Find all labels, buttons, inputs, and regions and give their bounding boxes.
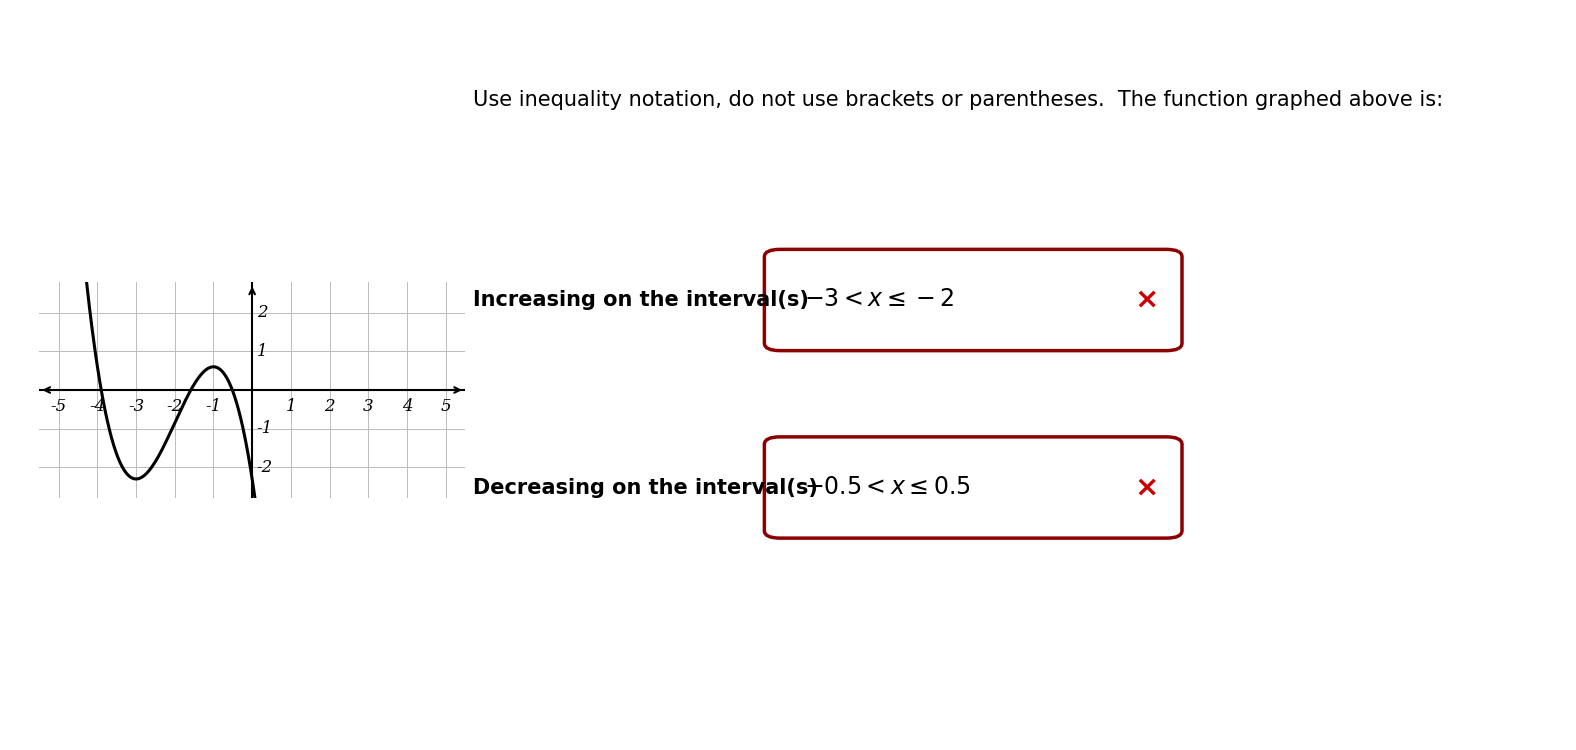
Text: -3: -3 bbox=[128, 398, 145, 415]
Text: 1: 1 bbox=[285, 398, 296, 415]
Text: 1: 1 bbox=[257, 343, 268, 360]
Text: ×: × bbox=[1135, 473, 1158, 502]
Text: -5: -5 bbox=[50, 398, 66, 415]
Text: $-3 < x \leq -2$: $-3 < x \leq -2$ bbox=[804, 289, 953, 311]
Text: 2: 2 bbox=[257, 304, 268, 321]
Text: 4: 4 bbox=[402, 398, 413, 415]
Text: 2: 2 bbox=[325, 398, 334, 415]
Text: -2: -2 bbox=[167, 398, 183, 415]
Text: Use inequality notation, do not use brackets or parentheses.  The function graph: Use inequality notation, do not use brac… bbox=[473, 90, 1444, 110]
Text: -2: -2 bbox=[257, 459, 273, 476]
Text: -4: -4 bbox=[90, 398, 106, 415]
Text: Decreasing on the interval(s): Decreasing on the interval(s) bbox=[473, 478, 818, 497]
Text: 3: 3 bbox=[362, 398, 374, 415]
Text: $-0.5 < x \leq 0.5$: $-0.5 < x \leq 0.5$ bbox=[804, 476, 971, 499]
Text: -1: -1 bbox=[257, 420, 273, 437]
Text: -1: -1 bbox=[205, 398, 222, 415]
Text: 5: 5 bbox=[440, 398, 451, 415]
Text: Increasing on the interval(s): Increasing on the interval(s) bbox=[473, 290, 808, 310]
Text: ×: × bbox=[1135, 286, 1158, 314]
